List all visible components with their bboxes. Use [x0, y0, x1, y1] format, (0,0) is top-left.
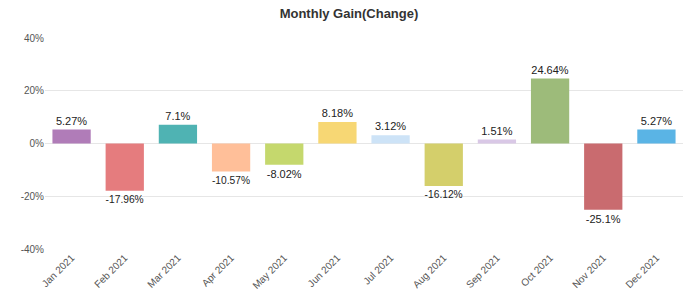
svg-text:Jul 2021: Jul 2021 [361, 252, 396, 287]
svg-text:-10.57%: -10.57% [212, 175, 250, 186]
svg-text:Jan 2021: Jan 2021 [40, 252, 77, 289]
svg-text:Feb 2021: Feb 2021 [92, 252, 130, 290]
svg-text:Dec 2021: Dec 2021 [623, 252, 661, 290]
svg-text:7.1%: 7.1% [165, 110, 190, 122]
svg-text:-20%: -20% [21, 191, 44, 202]
svg-text:-25.1%: -25.1% [586, 213, 621, 225]
svg-text:Sep 2021: Sep 2021 [464, 252, 502, 290]
svg-text:Apr 2021: Apr 2021 [200, 252, 237, 289]
svg-text:Jun 2021: Jun 2021 [305, 252, 342, 289]
svg-text:Nov 2021: Nov 2021 [570, 252, 608, 290]
svg-text:40%: 40% [24, 33, 44, 44]
svg-text:3.12%: 3.12% [375, 120, 406, 132]
svg-text:-8.02%: -8.02% [267, 168, 302, 180]
svg-text:5.27%: 5.27% [56, 115, 87, 127]
svg-text:Oct 2021: Oct 2021 [519, 252, 556, 289]
svg-text:-17.96%: -17.96% [106, 194, 144, 205]
svg-text:5.27%: 5.27% [641, 115, 672, 127]
svg-text:May 2021: May 2021 [250, 252, 289, 291]
svg-text:0%: 0% [30, 138, 45, 149]
svg-text:24.64%: 24.64% [531, 64, 569, 76]
svg-text:20%: 20% [24, 85, 44, 96]
svg-text:1.51%: 1.51% [481, 125, 512, 137]
svg-text:Monthly Gain(Change): Monthly Gain(Change) [280, 6, 419, 21]
svg-text:Mar 2021: Mar 2021 [145, 252, 183, 290]
svg-text:8.18%: 8.18% [322, 107, 353, 119]
svg-text:-40%: -40% [21, 244, 44, 255]
svg-text:Aug 2021: Aug 2021 [411, 252, 449, 290]
svg-text:-16.12%: -16.12% [425, 189, 463, 200]
